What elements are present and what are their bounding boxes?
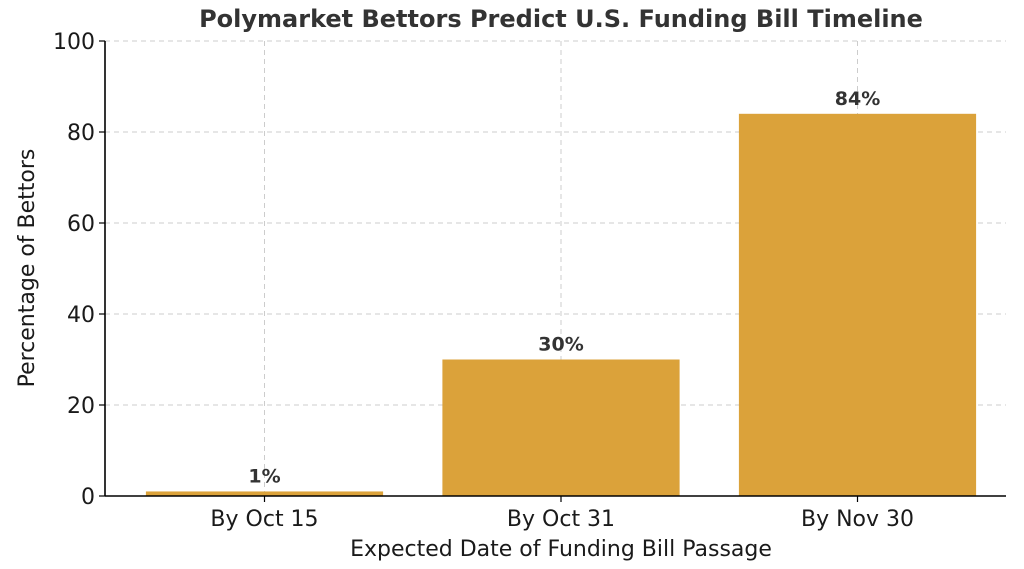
y-tick-label: 80 bbox=[67, 121, 95, 146]
x-tick-label: By Oct 31 bbox=[507, 507, 615, 532]
chart-title: Polymarket Bettors Predict U.S. Funding … bbox=[199, 5, 923, 33]
bar bbox=[442, 359, 680, 496]
bar bbox=[145, 491, 384, 496]
bar bbox=[738, 113, 977, 497]
bars bbox=[145, 113, 977, 497]
y-tick-label: 100 bbox=[53, 30, 95, 55]
y-tick-label: 40 bbox=[67, 303, 95, 328]
x-axis-label: Expected Date of Funding Bill Passage bbox=[350, 537, 772, 562]
y-tick-label: 20 bbox=[67, 394, 95, 419]
data-label: 84% bbox=[835, 88, 880, 110]
y-tick-label: 60 bbox=[67, 212, 95, 237]
y-tick-label: 0 bbox=[81, 485, 95, 510]
data-label: 1% bbox=[248, 465, 280, 487]
y-axis-label: Percentage of Bettors bbox=[15, 149, 40, 388]
axes bbox=[99, 40, 1006, 502]
data-label: 30% bbox=[538, 334, 583, 356]
x-tick-label: By Oct 15 bbox=[210, 507, 318, 532]
labels: 0 20 40 60 80 100 By Oct 15 By Oct 31 By Nov 30 1… bbox=[53, 30, 914, 532]
x-tick-label: By Nov 30 bbox=[801, 507, 914, 532]
